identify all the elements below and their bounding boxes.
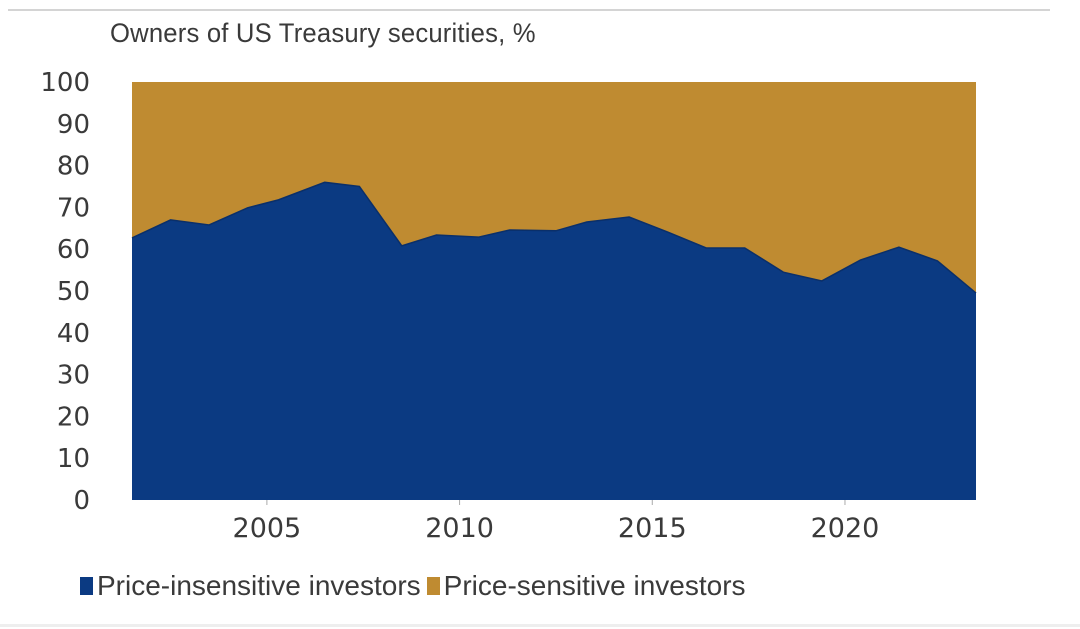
legend-swatch-price-insensitive bbox=[80, 577, 93, 595]
y-tick-label: 50 bbox=[57, 277, 90, 307]
y-tick-label: 60 bbox=[57, 235, 90, 265]
x-tick-label: 2015 bbox=[618, 513, 687, 544]
area-price-insensitive-investors bbox=[132, 182, 976, 500]
y-tick-label: 0 bbox=[73, 486, 90, 516]
plot-area bbox=[131, 82, 977, 500]
legend-item-price-insensitive: Price-insensitive investors bbox=[80, 570, 421, 602]
y-tick-label: 70 bbox=[57, 193, 90, 223]
y-axis: 0 10 20 30 40 50 60 70 80 90 100 bbox=[40, 68, 90, 516]
series-boundary-line bbox=[131, 181, 977, 294]
legend-label-price-sensitive: Price-sensitive investors bbox=[443, 570, 746, 601]
x-tick-label: 2020 bbox=[811, 513, 880, 544]
y-tick-label: 30 bbox=[57, 361, 90, 391]
legend-item-price-sensitive: Price-sensitive investors bbox=[426, 570, 746, 602]
legend: Price-insensitive investors Price-sensit… bbox=[80, 570, 752, 602]
y-tick-label: 10 bbox=[57, 444, 90, 474]
legend-swatch-price-sensitive bbox=[426, 577, 440, 595]
area-price-sensitive-investors bbox=[132, 82, 976, 294]
y-tick-label: 100 bbox=[40, 68, 90, 98]
y-tick-label: 20 bbox=[57, 402, 90, 432]
y-tick-label: 90 bbox=[57, 110, 90, 140]
legend-label-price-insensitive: Price-insensitive investors bbox=[97, 570, 421, 601]
x-tick-label: 2005 bbox=[233, 513, 302, 544]
bottom-divider bbox=[0, 624, 1080, 627]
y-tick-label: 40 bbox=[57, 319, 90, 349]
y-tick-label: 80 bbox=[57, 152, 90, 182]
chart-title: Owners of US Treasury securities, % bbox=[110, 18, 536, 48]
x-axis: 2005 2010 2015 2020 bbox=[233, 500, 880, 544]
x-tick-label: 2010 bbox=[425, 513, 494, 544]
top-divider bbox=[8, 9, 1050, 11]
